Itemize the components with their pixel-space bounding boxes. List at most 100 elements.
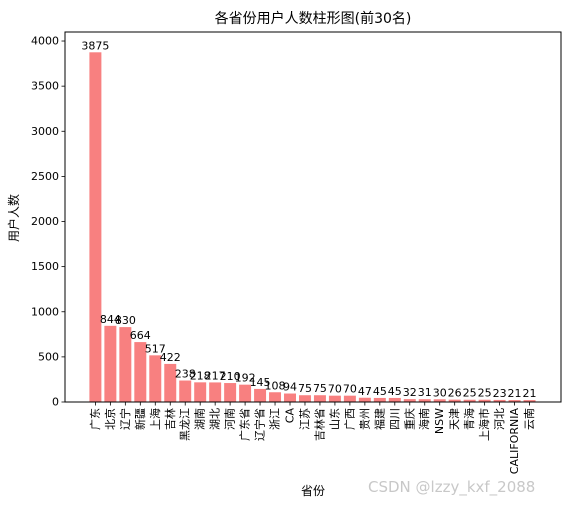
- bar: [343, 395, 356, 402]
- y-tick-labels: 0 500 1000 1500 2000 2500 3000 3500 4000: [31, 35, 65, 409]
- bar-value-label: 25: [463, 387, 477, 400]
- x-tick-label: 重庆: [402, 408, 416, 430]
- bar: [433, 399, 446, 402]
- chart-title: 各省份用户人数柱形图(前30名): [215, 10, 412, 27]
- bar-value-label: 21: [508, 387, 522, 400]
- bar: [388, 397, 401, 402]
- y-tick-label: 500: [38, 350, 59, 363]
- x-tick-label: 海南: [417, 408, 431, 430]
- x-tick-label: 新疆: [133, 408, 147, 430]
- bar-value-label: 3875: [81, 39, 109, 52]
- plot-frame: [64, 31, 562, 403]
- x-tick-label: 云南: [523, 408, 536, 430]
- bar-value-label: 23: [493, 387, 507, 400]
- x-tick-label: 青海: [462, 408, 476, 430]
- bar: [209, 382, 222, 402]
- y-tick-label: 0: [52, 396, 59, 409]
- bar-value-label: 75: [313, 382, 327, 395]
- bar-value-label: 94: [283, 381, 297, 394]
- x-tick-label: 广东省: [239, 408, 252, 441]
- y-tick-label: 3500: [31, 80, 59, 93]
- bar-value-label: 192: [235, 372, 256, 385]
- x-tick-label: 浙江: [269, 408, 282, 430]
- x-tick-label: 江苏: [298, 408, 311, 430]
- x-tick-label: 河南: [224, 408, 237, 430]
- bar: [373, 397, 386, 402]
- bar: [269, 392, 282, 402]
- bar-value-label: 210: [220, 370, 241, 383]
- bar: [418, 399, 431, 402]
- bar: [493, 399, 506, 402]
- bar: [224, 383, 237, 402]
- bar-value-label: 26: [448, 387, 462, 400]
- bar-value-label: 664: [130, 329, 151, 342]
- x-tick-label: CALIFORNIA: [508, 408, 521, 475]
- bar: [313, 395, 326, 402]
- x-tick-label: 天津: [448, 408, 461, 430]
- bar-value-label: 32: [403, 386, 417, 399]
- bar-value-label: 30: [433, 386, 447, 399]
- y-axis-label: 用户人数: [6, 194, 21, 242]
- x-tick-label: 广西: [343, 408, 356, 430]
- bar: [463, 399, 476, 402]
- x-tick-label: 吉林省: [312, 408, 326, 441]
- bar-value-label: 218: [190, 369, 211, 382]
- bar: [164, 363, 177, 402]
- x-tick-label: 四川: [388, 408, 401, 430]
- watermark-text: CSDN @lzzy_kxf_2088: [368, 478, 536, 496]
- bar: [298, 395, 311, 402]
- bar: [358, 397, 371, 402]
- y-tick-label: 1000: [31, 305, 59, 318]
- x-tick-labels: 广东 北京 辽宁 新疆 上海 吉林 黑龙江 湖南 湖北 河南 广东省 辽宁省 浙江 CA 江苏 吉林省 山东 广西…: [89, 402, 536, 474]
- bar-value-label: 45: [373, 385, 387, 398]
- bar-value-label: 70: [343, 383, 357, 396]
- x-tick-label: 辽宁: [118, 408, 132, 430]
- bar: [448, 399, 461, 402]
- bar-value-label: 31: [418, 386, 432, 399]
- bar-value-label: 238: [175, 368, 196, 381]
- bar-value-label: 21: [523, 387, 537, 400]
- bar: [403, 399, 416, 402]
- bar: [239, 384, 252, 402]
- bar: [194, 382, 207, 402]
- bar: [134, 342, 147, 402]
- y-tick-label: 2500: [31, 170, 59, 183]
- x-tick-label: 黑龙江: [179, 408, 192, 441]
- x-tick-label: NSW: [433, 408, 446, 434]
- x-tick-label: CA: [284, 408, 297, 424]
- bars-group: [89, 52, 536, 403]
- x-tick-label: 上海市: [477, 408, 491, 441]
- x-tick-label: 北京: [103, 408, 117, 430]
- bar: [523, 400, 536, 402]
- bar: [119, 327, 132, 402]
- bar: [89, 52, 102, 403]
- bar-value-label: 25: [478, 387, 492, 400]
- x-tick-label: 福建: [372, 408, 386, 430]
- y-tick-label: 1500: [31, 260, 59, 273]
- bar: [254, 388, 267, 402]
- bar-value-label: 145: [250, 376, 271, 389]
- bar-value-label: 70: [328, 383, 342, 396]
- bar-value-label: 830: [115, 314, 136, 327]
- x-axis-label: 省份: [301, 484, 325, 498]
- bar: [284, 393, 296, 402]
- bar-value-label: 517: [145, 342, 166, 355]
- bar: [179, 380, 192, 402]
- bar-value-label: 75: [298, 382, 312, 395]
- x-tick-label: 上海: [148, 408, 162, 430]
- bar: [104, 325, 117, 402]
- bar-value-label: 108: [265, 379, 286, 392]
- y-tick-label: 2000: [31, 215, 59, 228]
- x-tick-label: 湖南: [194, 408, 207, 430]
- bar-value-label: 844: [100, 313, 121, 326]
- bar-value-label: 422: [160, 351, 181, 364]
- x-tick-label: 广东: [89, 408, 102, 430]
- x-tick-label: 辽宁省: [253, 408, 267, 441]
- bar-value-label: 47: [358, 385, 372, 398]
- bar-value-label: 217: [205, 369, 226, 382]
- x-tick-label: 山东: [328, 408, 341, 430]
- x-tick-label: 河北: [493, 408, 506, 430]
- bar: [508, 400, 521, 402]
